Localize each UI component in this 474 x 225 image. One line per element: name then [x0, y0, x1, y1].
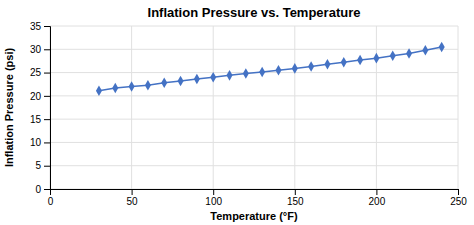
x-tick: 50	[127, 189, 139, 207]
marker	[373, 53, 379, 64]
y-tick: 5	[35, 160, 50, 171]
marker	[275, 65, 281, 76]
x-axis: 0 50 100 150 200 250	[48, 189, 468, 207]
y-tick-mark	[44, 166, 50, 167]
x-tick-label: 50	[127, 196, 139, 207]
x-tick-mark	[213, 189, 214, 195]
grid-line-x	[131, 26, 132, 189]
y-tick: 35	[30, 21, 50, 32]
y-tick-label: 15	[30, 114, 42, 125]
y-tick: 15	[30, 114, 50, 125]
x-tick-label: 250	[450, 196, 467, 207]
plot: 0 50 100 150 200 250 0 5 10 15 20 25 30 35	[30, 21, 467, 207]
grid-line-y	[50, 142, 458, 143]
y-tick: 10	[30, 137, 50, 148]
y-axis: 0 5 10 15 20 25 30 35	[30, 21, 51, 195]
y-tick-mark	[44, 26, 50, 27]
y-tick-label: 10	[30, 137, 42, 148]
title: Inflation Pressure vs. Temperature	[148, 5, 361, 20]
marker	[292, 63, 298, 74]
y-tick: 0	[35, 184, 50, 195]
marker	[129, 81, 135, 92]
y-tick-label: 0	[35, 184, 41, 195]
grid-line-y	[50, 165, 458, 166]
grid-line-x	[376, 26, 377, 189]
marker	[96, 85, 102, 96]
x-axis-title: Temperature (°F)	[210, 210, 298, 222]
x-tick: 0	[48, 189, 54, 207]
x-tick-label: 150	[287, 196, 304, 207]
marker	[210, 72, 216, 83]
x-tick-label: 0	[48, 196, 54, 207]
y-tick-mark	[44, 142, 50, 143]
y-tick-label: 30	[30, 44, 42, 55]
marker	[308, 61, 314, 72]
y-tick-label: 5	[35, 160, 41, 171]
marker	[226, 70, 232, 81]
x-tick-label: 200	[369, 196, 386, 207]
y-tick-mark	[44, 49, 50, 50]
y-tick-label: 35	[30, 21, 42, 32]
marker	[357, 55, 363, 66]
y-tick-mark	[44, 73, 50, 74]
y-tick-label: 20	[30, 91, 42, 102]
marker	[194, 74, 200, 85]
y-tick-label: 25	[30, 67, 42, 78]
marker	[178, 76, 184, 87]
marker	[259, 67, 265, 78]
grid-line-y	[50, 95, 458, 96]
marker	[390, 51, 396, 62]
marker	[422, 45, 428, 56]
x-tick-mark	[376, 189, 377, 195]
grid-line-y	[50, 119, 458, 120]
y-tick-mark	[44, 119, 50, 120]
grid-line-y	[50, 26, 458, 27]
marker	[406, 48, 412, 59]
y-tick: 25	[30, 67, 50, 78]
x-tick: 150	[287, 189, 304, 207]
marker	[439, 42, 445, 53]
marker	[324, 59, 330, 70]
marker	[341, 57, 347, 68]
marker	[145, 80, 151, 91]
x-tick-label: 100	[205, 196, 222, 207]
marker	[112, 83, 118, 94]
y-tick: 30	[30, 44, 50, 55]
y-tick-mark	[44, 189, 50, 190]
x-tick-mark	[458, 189, 459, 195]
series	[96, 42, 445, 96]
y-axis-domain	[44, 27, 51, 190]
x-tick-mark	[132, 189, 133, 195]
x-tick: 250	[450, 189, 467, 207]
marker	[243, 68, 249, 79]
x-tick: 200	[369, 189, 386, 207]
grid-line-x	[213, 26, 214, 189]
x-tick-mark	[295, 189, 296, 195]
y-tick-mark	[44, 96, 50, 97]
x-axis-domain	[51, 190, 459, 196]
grid-line-x	[294, 26, 295, 189]
grid-line-x	[458, 26, 459, 189]
marker	[161, 78, 167, 89]
y-axis-title: Inflation Pressure (psi)	[3, 48, 15, 168]
x-tick: 100	[205, 189, 222, 207]
line	[99, 47, 442, 91]
grid-line-y	[50, 49, 458, 50]
y-tick: 20	[30, 91, 50, 102]
grid	[50, 26, 458, 189]
chart: 0 50 100 150 200 250 0 5 10 15 20 25 30 35 Inflation P…	[0, 0, 474, 225]
